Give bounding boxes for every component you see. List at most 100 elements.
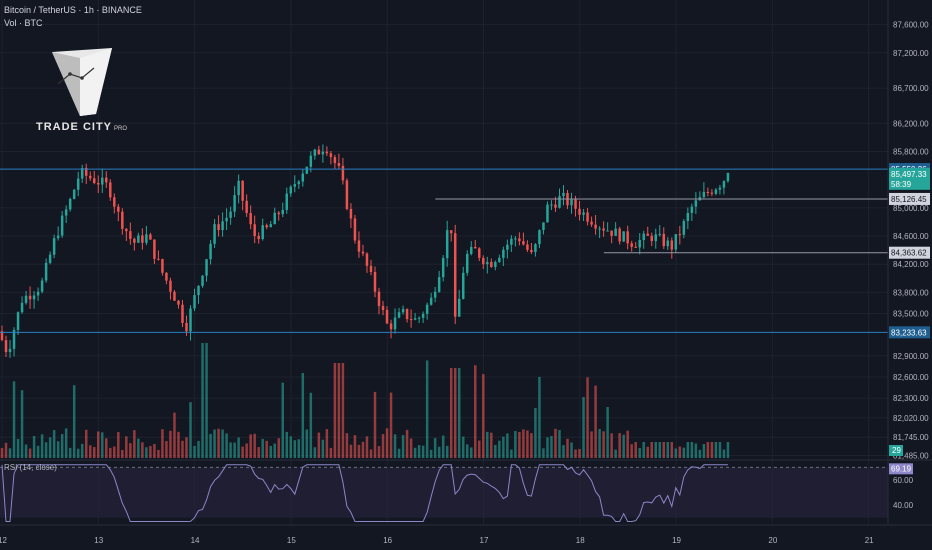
candle-body: [181, 304, 184, 323]
volume-bar: [56, 441, 60, 458]
volume-bar: [602, 431, 605, 458]
candle-body: [474, 246, 477, 249]
price-level-tag[interactable]: [889, 192, 930, 205]
volume-bar: [193, 445, 196, 458]
candle-body: [277, 212, 280, 215]
volume-bar: [257, 447, 260, 458]
price-level-tag[interactable]: [889, 326, 930, 339]
candle-body: [221, 221, 224, 230]
candle-body: [622, 231, 625, 242]
volume-bar: [514, 430, 517, 458]
symbol-title[interactable]: Bitcoin / TetherUS · 1h · BINANCE: [4, 5, 142, 15]
candle-body: [554, 204, 557, 208]
candle-body: [28, 295, 32, 300]
candle-body: [445, 230, 449, 259]
volume-bar: [137, 438, 140, 458]
candle-body: [582, 212, 585, 215]
candle-body: [301, 173, 305, 182]
candle-body: [694, 200, 698, 207]
volume-bar: [417, 445, 421, 458]
volume-bar: [48, 437, 52, 458]
volume-bar: [662, 442, 666, 458]
volume-bar: [706, 442, 710, 458]
candle-body: [93, 178, 96, 183]
candle-body: [80, 168, 84, 179]
volume-bar: [97, 431, 100, 458]
candle-body: [313, 149, 317, 156]
volume-bar: [245, 443, 248, 458]
price-level-label: 84,363.62: [891, 249, 927, 258]
time-axis-tick: 12: [0, 536, 7, 545]
candle-body: [453, 233, 457, 317]
volume-bar: [237, 437, 240, 458]
volume-bar: [88, 445, 92, 458]
candle-body: [305, 166, 309, 174]
volume-bar: [502, 436, 505, 458]
volume-bar: [510, 449, 513, 458]
candle-body: [654, 234, 657, 242]
volume-bar: [682, 447, 686, 458]
volume-bar: [630, 444, 633, 458]
candle-body: [401, 308, 405, 313]
last-price-tag[interactable]: [889, 167, 930, 190]
volume-bar: [590, 431, 593, 458]
candle-body: [502, 249, 505, 258]
candle-body: [137, 235, 140, 243]
candle-body: [598, 228, 601, 230]
candle-body: [141, 235, 144, 243]
candle-body: [650, 235, 653, 242]
candle-body: [610, 230, 613, 236]
volume-bar: [117, 432, 120, 458]
candle-body: [678, 234, 682, 236]
candle-body: [8, 348, 12, 353]
candle-body: [642, 233, 645, 241]
price-axis-tick: 86,700.00: [893, 84, 929, 93]
volume-bar: [105, 438, 108, 458]
rsi-value-label: 69.19: [891, 464, 912, 473]
candle-body: [570, 199, 573, 206]
price-level-tag[interactable]: [889, 246, 930, 259]
volume-bar: [594, 385, 597, 458]
volume-bar: [281, 382, 284, 458]
candle-body: [48, 254, 52, 263]
volume-bar: [522, 429, 525, 458]
volume-bar: [173, 412, 176, 458]
candle-body: [498, 257, 501, 262]
candle-body: [209, 243, 212, 260]
price-level-label: 83,233.63: [891, 328, 927, 337]
volume-bar: [626, 430, 629, 458]
volume-bar: [129, 443, 132, 458]
candle-body: [169, 280, 172, 292]
candle-body: [441, 258, 445, 278]
volume-bar: [44, 442, 48, 458]
volume-bar: [28, 448, 32, 458]
candle-body: [514, 238, 517, 240]
volume-bar: [498, 440, 501, 458]
candle-body: [76, 178, 80, 190]
volume-bar: [562, 445, 565, 458]
price-axis-tick: 83,500.00: [893, 310, 929, 319]
volume-bar: [558, 430, 561, 458]
candle-body: [397, 312, 401, 318]
candle-body: [662, 233, 666, 247]
volume-bar: [93, 447, 96, 458]
candle-body: [385, 309, 389, 324]
volume-bar: [425, 360, 429, 458]
candle-body: [658, 233, 662, 235]
candles-group: [0, 144, 730, 358]
volume-bar: [397, 448, 401, 458]
volume-bar: [293, 440, 297, 458]
volume-bar: [169, 430, 172, 458]
volume-bar: [361, 441, 365, 458]
candle-body: [490, 262, 493, 268]
volume-bar: [482, 374, 485, 458]
volume-bar: [125, 436, 128, 458]
candle-body: [12, 329, 16, 349]
candle-body: [357, 240, 361, 252]
candle-body: [413, 318, 417, 320]
last-price-label: 85,497.33: [891, 170, 927, 179]
candle-body: [269, 224, 272, 228]
volume-bar: [177, 431, 180, 458]
volume-indicator-label[interactable]: Vol · BTC: [4, 18, 43, 28]
